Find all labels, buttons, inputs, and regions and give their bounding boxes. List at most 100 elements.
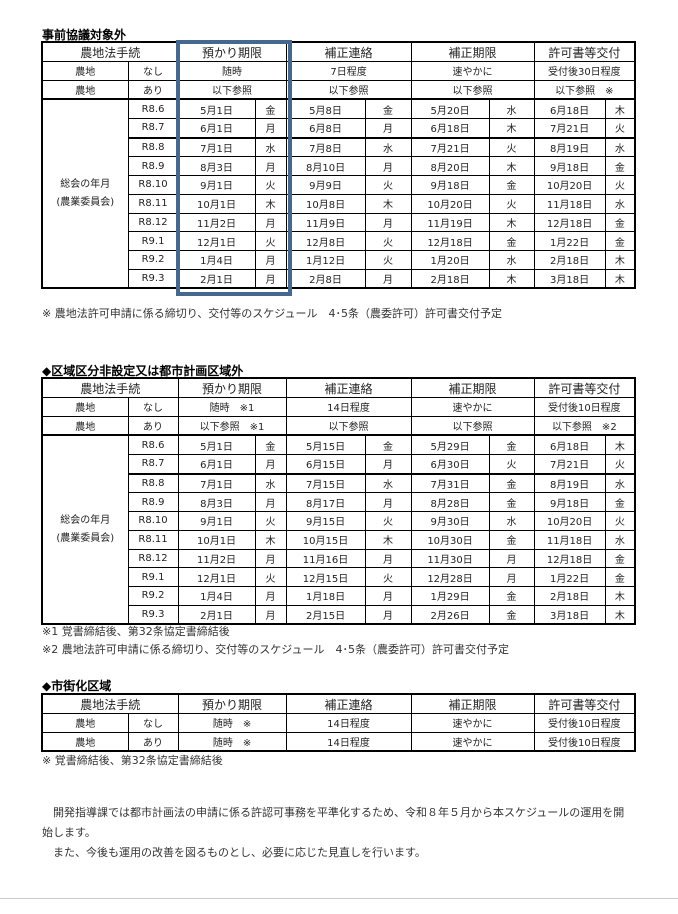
weekday-cell: 木 — [488, 156, 535, 177]
table-cell: 受付後10日程度 — [533, 731, 636, 752]
month-label: R8.12 — [127, 212, 179, 233]
table-cell: 受付後30日程度 — [533, 61, 636, 81]
weekday-cell: 火 — [364, 511, 412, 531]
group-label: 総会の年月 (農業委員会) — [41, 98, 129, 289]
weekday-cell: 月 — [254, 454, 287, 475]
weekday-cell: 金 — [604, 548, 636, 569]
month-label: R8.12 — [127, 548, 179, 569]
date-cell: 6月8日 — [285, 118, 366, 139]
column-header: 農地法手続 — [41, 693, 179, 714]
date-cell: 8月28日 — [410, 492, 490, 513]
date-cell: 9月9日 — [285, 175, 366, 195]
weekday-cell: 金 — [364, 98, 412, 120]
date-cell: 3月18日 — [533, 268, 606, 289]
date-cell: 2月1日 — [177, 268, 256, 289]
date-cell: 2月15日 — [285, 604, 366, 625]
date-cell: 5月29日 — [410, 434, 490, 456]
table-cell: 随時 ※ — [177, 731, 287, 752]
weekday-cell: 金 — [488, 604, 535, 625]
table-row: R9.1 12月1日火 12月15日火 12月28日月 1月22日金 — [42, 567, 636, 587]
date-cell: 5月20日 — [410, 98, 490, 120]
weekday-cell: 月 — [364, 585, 412, 606]
date-cell: 10月1日 — [177, 529, 256, 550]
date-cell: 10月8日 — [285, 193, 366, 214]
weekday-cell: 月 — [364, 156, 412, 177]
date-cell: 5月8日 — [285, 98, 366, 120]
weekday-cell: 金 — [364, 434, 412, 456]
table-cell: 以下参照 — [177, 79, 287, 101]
column-header: 預かり期限 — [177, 693, 287, 714]
date-cell: 5月15日 — [285, 434, 366, 456]
weekday-cell: 水 — [254, 137, 287, 158]
weekday-cell: 火 — [604, 454, 636, 475]
weekday-cell: 月 — [254, 604, 287, 625]
date-cell: 12月1日 — [177, 567, 256, 587]
table-cell: 以下参照 — [410, 415, 535, 437]
date-cell: 8月3日 — [177, 156, 256, 177]
table-cell: 農地 — [41, 415, 129, 437]
weekday-cell: 月 — [254, 118, 287, 139]
weekday-cell: 火 — [604, 175, 636, 195]
date-cell: 7月8日 — [285, 137, 366, 158]
date-cell: 7月15日 — [285, 473, 366, 494]
weekday-cell: 月 — [364, 118, 412, 139]
date-cell: 8月3日 — [177, 492, 256, 513]
date-cell: 1月29日 — [410, 585, 490, 606]
table-cell: なし — [127, 397, 179, 417]
date-cell: 1月18日 — [285, 585, 366, 606]
table-cell: 農地 — [41, 731, 129, 752]
weekday-cell: 火 — [488, 454, 535, 475]
table-row: R9.1 12月1日火 12月8日火 12月18日金 1月22日金 — [42, 231, 636, 251]
date-cell: 8月10日 — [285, 156, 366, 177]
column-header: 補正連絡 — [285, 41, 412, 62]
date-cell: 6月15日 — [285, 454, 366, 475]
table-row: 総会の年月 (農業委員会) R8.6 5月1日金 5月8日金 5月20日水 6月18日木 — [41, 98, 636, 289]
date-cell: 12月18日 — [410, 231, 490, 251]
weekday-cell: 木 — [488, 212, 535, 233]
weekday-cell: 木 — [254, 529, 287, 550]
date-cell: 7月21日 — [410, 137, 490, 158]
weekday-cell: 月 — [254, 548, 287, 569]
date-cell: 10月20日 — [533, 511, 606, 531]
date-cell: 3月18日 — [533, 604, 606, 625]
weekday-cell: 木 — [604, 98, 636, 120]
date-cell: 10月30日 — [410, 529, 490, 550]
month-label: R9.3 — [127, 604, 179, 625]
column-header: 許可書等交付 — [533, 41, 636, 62]
date-cell: 2月18日 — [533, 585, 606, 606]
date-cell: 8月19日 — [533, 473, 606, 494]
date-cell: 9月1日 — [177, 175, 256, 195]
weekday-cell: 火 — [364, 249, 412, 270]
weekday-cell: 金 — [488, 473, 535, 494]
weekday-cell: 金 — [604, 156, 636, 177]
weekday-cell: 水 — [604, 193, 636, 214]
table-row: R9.2 1月4日月 1月18日月 1月29日金 2月18日木 — [42, 585, 636, 606]
date-cell: 11月19日 — [410, 212, 490, 233]
table-row: R8.11 10月1日木 10月8日木 10月20日火 11月18日水 — [42, 193, 636, 214]
weekday-cell: 月 — [488, 548, 535, 569]
month-label: R8.11 — [127, 193, 179, 214]
column-header: 補正期限 — [410, 41, 535, 62]
closing-paragraph: また、今後も運用の改善を図るものとし、必要に応じた見直しを行います。 — [42, 846, 426, 859]
date-cell: 12月1日 — [177, 231, 256, 251]
table-row: R9.2 1月4日月 1月12日火 1月20日水 2月18日木 — [42, 249, 636, 270]
weekday-cell: 水 — [604, 473, 636, 494]
date-cell: 8月20日 — [410, 156, 490, 177]
weekday-cell: 水 — [488, 511, 535, 531]
weekday-cell: 金 — [488, 231, 535, 251]
weekday-cell: 金 — [488, 492, 535, 513]
table-cell: あり — [127, 415, 179, 437]
table-row: R9.3 2月1日月 2月15日月 2月26日金 3月18日木 — [42, 604, 636, 625]
table-row: 総会の年月 (農業委員会) R8.6 5月1日金 5月15日金 5月29日金 6月18日木 — [41, 434, 636, 625]
date-cell: 10月20日 — [410, 193, 490, 214]
weekday-cell: 月 — [364, 548, 412, 569]
month-label: R9.1 — [127, 231, 179, 251]
note: ※1 覚書締結後、第32条協定書締結後 — [42, 625, 230, 638]
table-row: R8.8 7月1日水 7月8日水 7月21日火 8月19日水 — [42, 137, 636, 158]
date-cell: 5月1日 — [177, 98, 256, 120]
weekday-cell: 水 — [488, 98, 535, 120]
month-label: R8.6 — [127, 434, 179, 456]
date-cell: 2月18日 — [410, 268, 490, 289]
column-header: 預かり期限 — [177, 377, 287, 398]
date-cell: 5月1日 — [177, 434, 256, 456]
